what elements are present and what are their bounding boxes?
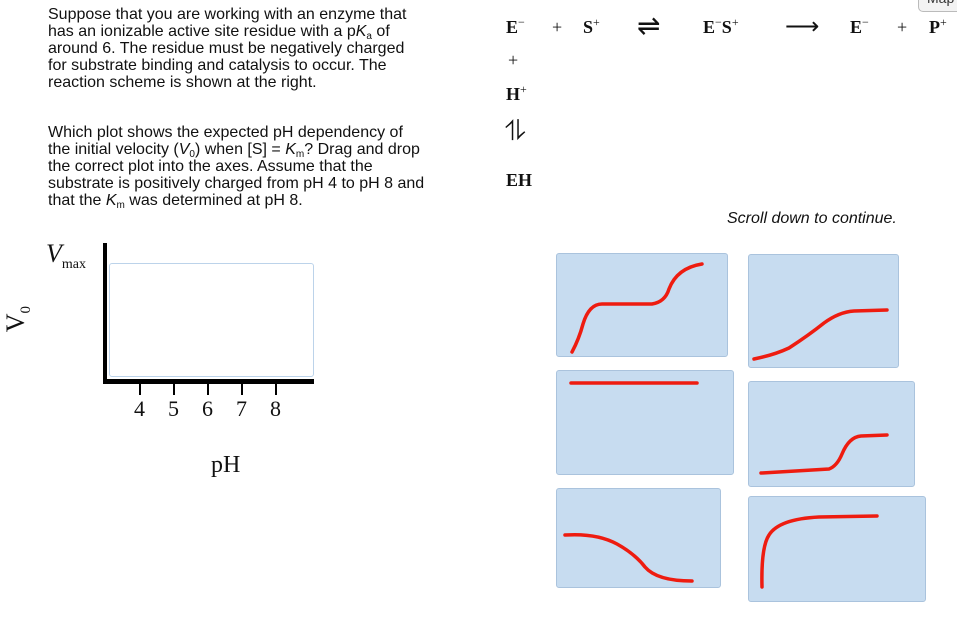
question-paragraph-2: Which plot shows the expected pH depende… bbox=[48, 124, 425, 211]
plot-option-flat-line[interactable] bbox=[556, 370, 734, 475]
plot-option-late-sharp-rise[interactable] bbox=[748, 381, 915, 487]
x-tick-label: 8 bbox=[270, 396, 281, 421]
x-tick-mark bbox=[241, 384, 243, 395]
question-paragraph-1: Suppose that you are working with an enz… bbox=[48, 6, 407, 91]
x-tick-label: 5 bbox=[168, 396, 179, 421]
plot-option-two-step-sigmoid[interactable] bbox=[556, 253, 728, 357]
drop-zone[interactable] bbox=[109, 263, 314, 377]
plot-option-rapid-rise-plateau[interactable] bbox=[748, 496, 926, 602]
y-axis bbox=[103, 243, 107, 384]
x-axis-label: pH bbox=[211, 452, 241, 478]
scroll-hint: Scroll down to continue. bbox=[727, 210, 897, 227]
map-button[interactable]: Map bbox=[918, 0, 957, 12]
x-tick-mark bbox=[139, 384, 141, 395]
x-tick-mark bbox=[173, 384, 175, 395]
y-axis-label: V0 bbox=[1, 305, 35, 333]
x-tick-label: 7 bbox=[236, 396, 247, 421]
x-axis bbox=[103, 379, 314, 384]
x-tick-label: 4 bbox=[134, 396, 145, 421]
plot-option-gradual-sigmoid-rise[interactable] bbox=[748, 254, 899, 368]
x-tick-mark bbox=[207, 384, 209, 395]
x-tick-label: 6 bbox=[202, 396, 213, 421]
plot-option-decreasing-sigmoid[interactable] bbox=[556, 488, 721, 588]
vmax-label: Vmax bbox=[46, 239, 86, 272]
x-tick-mark bbox=[275, 384, 277, 395]
